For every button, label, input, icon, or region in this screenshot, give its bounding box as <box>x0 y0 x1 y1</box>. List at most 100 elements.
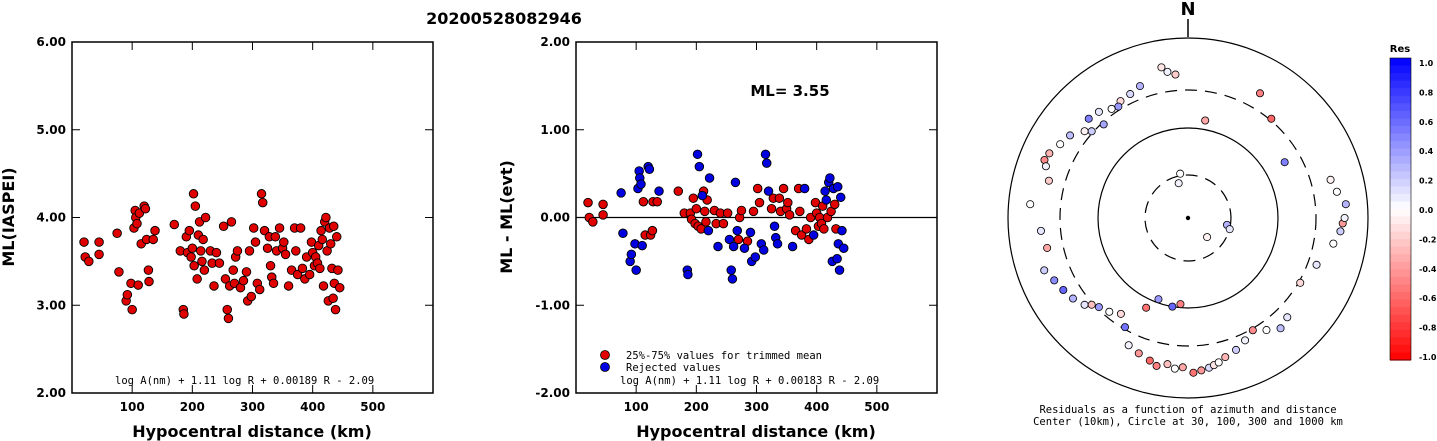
polar-data-point <box>1152 361 1161 370</box>
polar-data-point <box>1174 179 1183 188</box>
middle-data-point <box>832 253 842 264</box>
middle-data-point <box>772 239 783 249</box>
colorbar-tick-label: -0.6 <box>1419 294 1437 303</box>
middle-data-point <box>692 149 703 160</box>
ring-30km <box>1144 174 1232 262</box>
middle-x-tick-label: 200 <box>684 400 709 414</box>
polar-data-point <box>1280 158 1289 167</box>
colorbar-cell <box>1390 239 1411 248</box>
polar-data-point <box>1040 266 1049 275</box>
colorbar-cell <box>1390 201 1411 210</box>
middle-data-point <box>754 197 765 208</box>
polar-data-point <box>1296 278 1305 287</box>
middle-data-point <box>626 249 637 260</box>
left-data-point <box>259 225 270 236</box>
middle-x-tick-label: 300 <box>744 400 769 414</box>
colorbar-cell <box>1390 299 1411 308</box>
polar-data-point <box>1176 169 1185 178</box>
left-data-point <box>334 282 345 293</box>
left-y-tick-label: 3.00 <box>36 298 66 312</box>
polar-data-point <box>1267 114 1276 123</box>
middle-data-point <box>758 245 769 255</box>
colorbar-cell <box>1390 178 1411 187</box>
middle-data-point <box>796 230 807 240</box>
polar-data-point <box>1232 345 1241 354</box>
middle-data-point <box>763 186 774 196</box>
colorbar-cell <box>1390 88 1411 97</box>
middle-y-tick-label: 1.00 <box>540 123 570 137</box>
left-x-tick-label: 300 <box>240 400 265 414</box>
colorbar-cell <box>1390 163 1411 172</box>
polar-data-point <box>1341 200 1350 209</box>
left-data-point <box>192 274 202 284</box>
colorbar-cell <box>1390 246 1411 255</box>
colorbar-cell <box>1390 322 1411 331</box>
left-x-tick-label: 400 <box>300 400 325 414</box>
polar-data-point <box>1326 175 1335 184</box>
legend-label-rejected: Rejected values <box>626 362 721 374</box>
colorbar-cell <box>1390 186 1411 195</box>
polar-data-point <box>1221 353 1230 362</box>
colorbar-cell <box>1390 156 1411 165</box>
middle-data-point <box>820 186 830 196</box>
colorbar-cell <box>1390 314 1411 323</box>
left-data-point <box>220 274 231 284</box>
left-data-point <box>241 267 252 277</box>
colorbar-cell <box>1390 254 1411 263</box>
left-y-tick-label: 5.00 <box>36 123 66 137</box>
middle-data-point <box>750 252 761 262</box>
colorbar-cell <box>1390 80 1411 89</box>
middle-data-point <box>745 227 756 238</box>
middle-data-point <box>726 265 736 275</box>
left-data-point <box>127 304 137 315</box>
polar-data-point <box>1045 149 1054 158</box>
left-data-point <box>274 223 285 233</box>
middle-data-point <box>829 199 840 210</box>
colorbar-cell <box>1390 216 1411 225</box>
middle-data-point <box>718 218 729 229</box>
middle-data-point <box>691 203 702 214</box>
polar-data-point <box>1026 200 1035 209</box>
left-x-tick-label: 500 <box>360 400 385 414</box>
middle-y-tick-label: 0.00 <box>540 211 570 225</box>
middle-data-point <box>700 206 710 217</box>
middle-y-tick-label: -2.00 <box>535 386 570 400</box>
colorbar-gradient <box>1390 58 1411 361</box>
polar-data-point <box>1080 127 1089 136</box>
middle-data-point <box>704 173 715 183</box>
colorbar-cell <box>1390 276 1411 286</box>
left-data-point <box>244 246 255 256</box>
middle-data-point <box>644 164 655 174</box>
left-data-point <box>200 212 211 223</box>
colorbar-cell <box>1390 352 1411 361</box>
middle-data-point <box>618 228 628 239</box>
polar-data-point <box>1126 90 1135 99</box>
middle-data-point <box>748 206 759 217</box>
left-y-tick-label: 6.00 <box>36 35 66 49</box>
colorbar-cell <box>1390 292 1411 301</box>
colorbar-cell <box>1390 193 1411 203</box>
middle-x-tick-label: 500 <box>864 400 889 414</box>
left-formula: log A(nm) + 1.11 log R + 0.00189 R - 2.0… <box>115 375 374 387</box>
legend-label-trimmed: 25%-75% values for trimmed mean <box>626 350 822 362</box>
left-data-point <box>325 239 336 249</box>
left-data-point <box>169 219 180 230</box>
polar-data-point <box>1276 324 1285 333</box>
left-data-point <box>333 265 343 275</box>
colorbar-tick-label: 1.0 <box>1419 59 1434 68</box>
left-plot-frame <box>71 41 434 394</box>
middle-data-point <box>783 197 793 208</box>
left-data-point <box>228 265 238 275</box>
middle-data-point <box>778 183 789 194</box>
polar-data-point <box>1099 120 1108 129</box>
polar-data-point <box>1094 303 1103 312</box>
left-data-point <box>143 265 154 275</box>
polar-data-point <box>1056 140 1065 149</box>
polar-data-point <box>1168 302 1177 311</box>
middle-data-point <box>701 217 711 227</box>
middle-data-point <box>631 265 641 275</box>
middle-x-tick-label: 100 <box>624 400 649 414</box>
left-data-point <box>189 261 199 271</box>
left-data-point <box>304 269 315 280</box>
left-data-point <box>292 269 303 280</box>
